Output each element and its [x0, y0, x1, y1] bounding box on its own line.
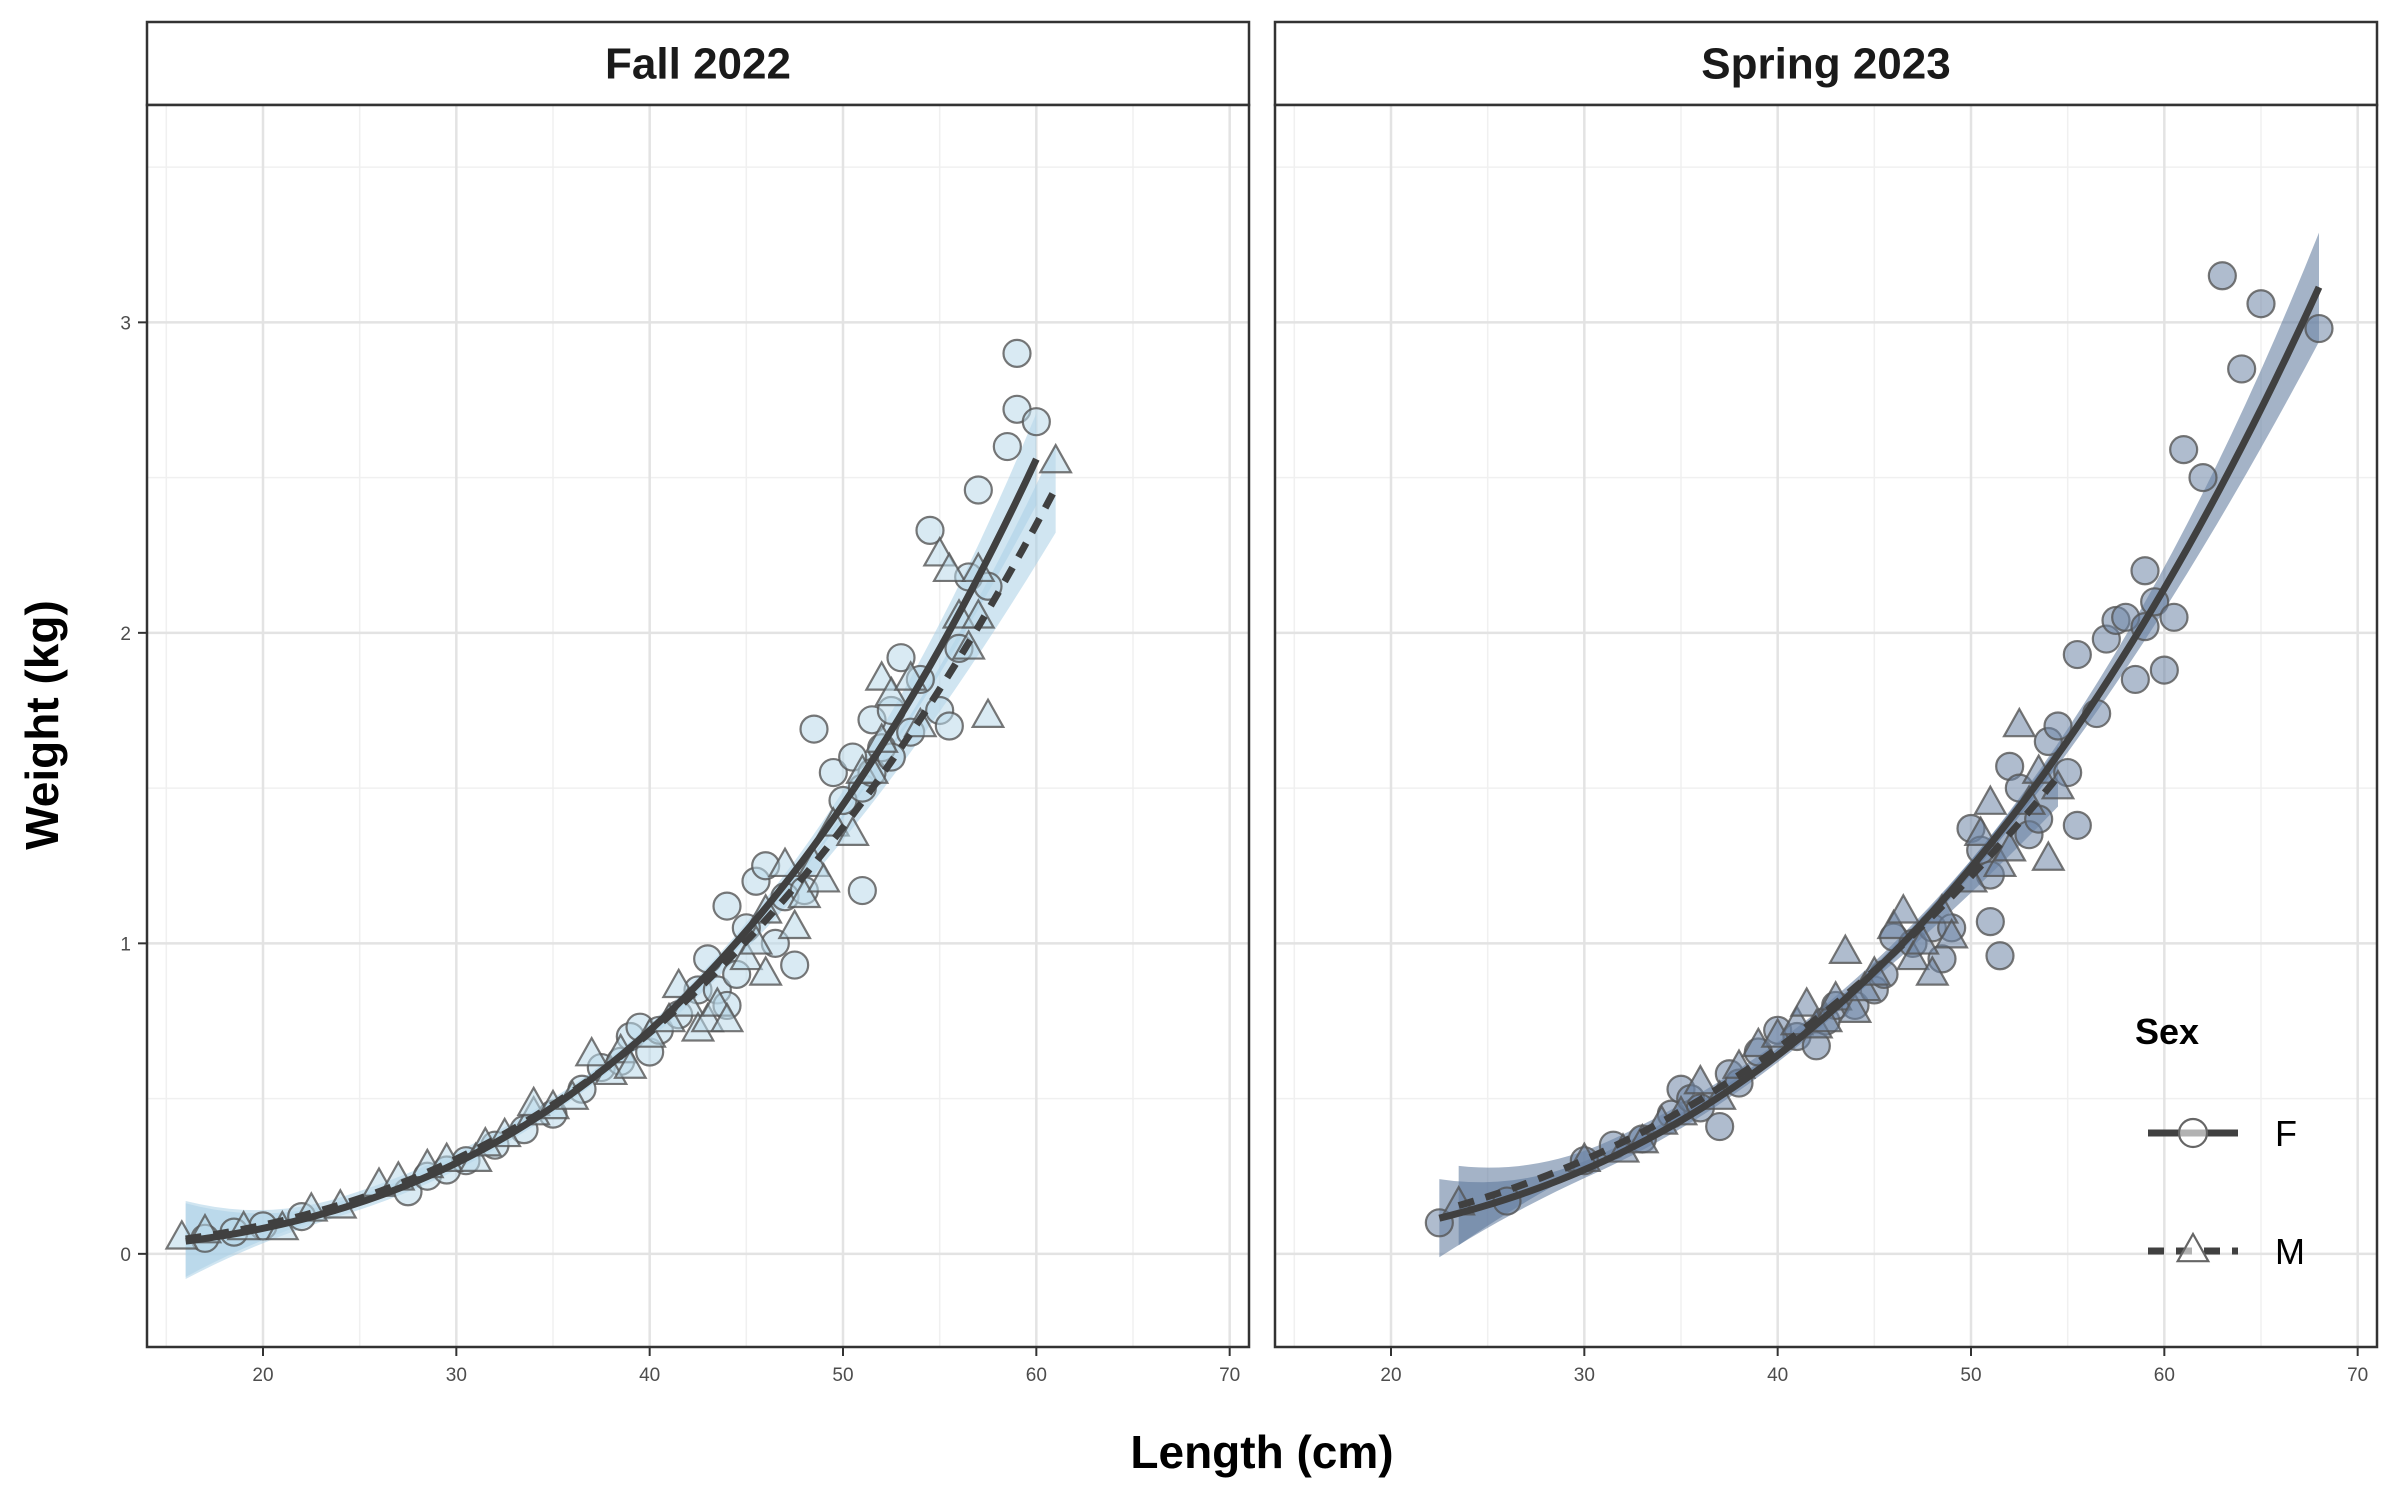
y-tick-label: 1	[120, 934, 131, 955]
data-point-f	[2246, 289, 2276, 319]
legend-label-m: M	[2275, 1231, 2305, 1272]
data-point-m	[1915, 955, 1950, 986]
data-point-m	[874, 675, 909, 707]
data-point-f	[1985, 941, 2015, 971]
x-tick-label: 40	[1767, 1365, 1788, 1386]
panel-title: Fall 2022	[605, 40, 791, 89]
x-tick-label: 50	[1960, 1365, 1981, 1386]
fit-line-f	[185, 457, 1040, 1245]
data-point-m	[729, 939, 764, 971]
data-point-f	[847, 875, 877, 906]
legend-circle-icon	[2177, 1117, 2209, 1149]
x-axis-title: Length (cm)	[1130, 1426, 1393, 1478]
panel-border	[145, 103, 1251, 1349]
data-point-m	[806, 862, 841, 893]
data-point-m	[787, 877, 822, 909]
data-point-f	[992, 431, 1022, 462]
data-point-f	[1002, 338, 1032, 368]
data-point-f	[2304, 313, 2334, 344]
data-point-f	[2130, 556, 2160, 586]
data-point-f	[2188, 463, 2218, 493]
x-tick-label: 70	[2347, 1365, 2368, 1386]
data-point-m	[1982, 846, 2018, 878]
gridlines	[1275, 105, 2377, 1347]
data-point-f	[2169, 435, 2199, 465]
x-tick-label: 50	[832, 1365, 853, 1386]
data-point-m	[1038, 442, 1073, 474]
data-point-m	[1963, 815, 1998, 846]
data-point-m	[1683, 1063, 1718, 1095]
data-point-m	[709, 1001, 745, 1033]
data-point-f	[2149, 655, 2179, 685]
legend-key-f	[2148, 1117, 2238, 1149]
data-point-f	[1021, 407, 1051, 437]
data-point-f	[934, 711, 964, 741]
data-point-f	[2120, 664, 2150, 695]
data-point-m	[1876, 908, 1911, 940]
data-point-f	[2043, 711, 2073, 741]
data-point-m	[1886, 893, 1921, 924]
legend-label-f: F	[2275, 1113, 2297, 1154]
gridlines	[147, 105, 1249, 1347]
y-axis-title: Weight (kg)	[16, 600, 68, 850]
data-point-m	[970, 697, 1006, 728]
panel-background	[147, 105, 1249, 1347]
y-tick-label: 2	[120, 624, 131, 645]
data-point-m	[748, 955, 783, 986]
data-point-m	[574, 1035, 609, 1067]
x-tick-label: 70	[1219, 1365, 1240, 1386]
data-point-m	[1973, 784, 2008, 815]
data-point-m	[932, 551, 967, 583]
x-tick-label: 40	[639, 1365, 660, 1386]
fit-line-m	[1457, 774, 2061, 1209]
legend-triangle-icon	[2175, 1231, 2211, 1263]
x-tick-label: 20	[252, 1365, 273, 1386]
data-point-m	[1895, 939, 1931, 971]
data-point-f	[2227, 354, 2257, 384]
data-point-m	[1837, 992, 1873, 1023]
x-tick-label: 20	[1380, 1365, 1401, 1386]
data-point-f	[799, 714, 829, 744]
data-point-f	[1705, 1111, 1735, 1142]
data-point-f	[780, 950, 810, 980]
data-point-m	[2002, 706, 2037, 738]
x-tick-label: 30	[446, 1365, 467, 1386]
panel-background	[1275, 105, 2377, 1347]
data-point-m	[777, 908, 812, 940]
y-tick-label: 3	[120, 313, 131, 334]
data-point-m	[1789, 986, 1824, 1017]
x-tick-label: 60	[1026, 1365, 1047, 1386]
data-point-f	[2062, 810, 2092, 840]
data-point-f	[886, 643, 916, 673]
data-point-m	[1934, 917, 1969, 949]
data-point-m	[1828, 933, 1863, 964]
data-point-m	[835, 815, 870, 846]
x-tick-label: 60	[2154, 1365, 2175, 1386]
legend-title: Sex	[2135, 1011, 2199, 1052]
x-tick-label: 30	[1574, 1365, 1595, 1386]
data-point-f	[963, 475, 993, 505]
data-point-m	[1779, 1004, 1815, 1036]
data-point-f	[915, 515, 945, 545]
panel-title: Spring 2023	[1701, 40, 1950, 89]
panel-spring: Spring 2023 20 30 40 50 60 70	[1273, 20, 2379, 1386]
panel-strip	[145, 20, 1251, 107]
data-point-f	[2062, 639, 2092, 670]
data-point-m	[613, 1048, 648, 1079]
data-point-f	[712, 891, 742, 921]
data-point-f	[2159, 602, 2189, 632]
panel-fall: Fall 2022 20 30 40 50 60 70 0 1 2 3	[120, 20, 1251, 1386]
data-point-f	[2207, 261, 2237, 291]
legend: Sex F M	[2135, 1011, 2305, 1272]
data-point-f	[818, 757, 848, 788]
fit-line-m	[185, 486, 1059, 1243]
y-tick-label: 0	[120, 1245, 131, 1266]
data-point-m	[2031, 840, 2066, 871]
legend-key-m	[2148, 1231, 2238, 1263]
panel-border	[1273, 103, 2379, 1349]
data-point-m	[1905, 924, 1940, 955]
data-point-f	[1975, 907, 2005, 937]
